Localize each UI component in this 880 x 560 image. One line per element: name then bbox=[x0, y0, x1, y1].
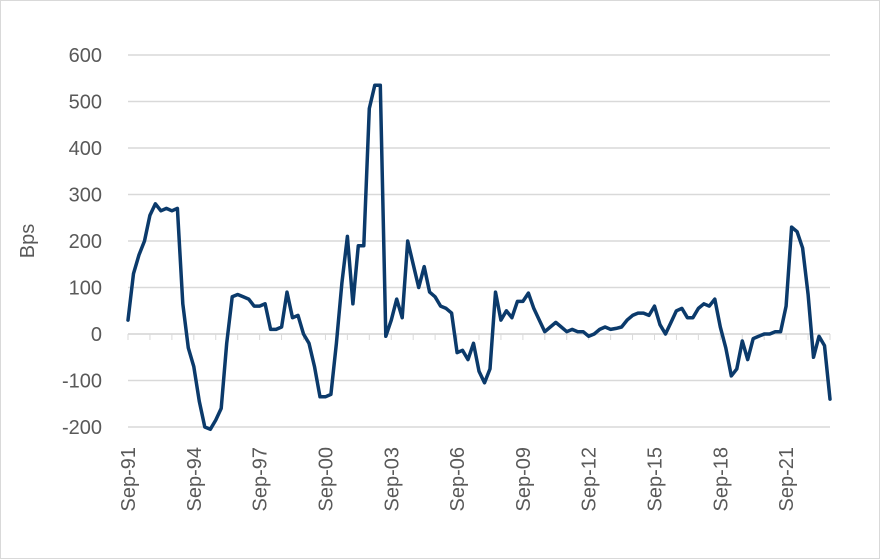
y-tick-label: 0 bbox=[91, 324, 102, 346]
y-tick-label: -100 bbox=[62, 371, 102, 393]
x-tick-label: Sep-00 bbox=[315, 447, 337, 512]
x-tick-label: Sep-15 bbox=[645, 447, 667, 512]
x-tick-label: Sep-91 bbox=[118, 447, 140, 512]
y-tick-label: 600 bbox=[69, 45, 102, 67]
x-tick-label: Sep-06 bbox=[447, 447, 469, 512]
y-tick-label: 300 bbox=[69, 185, 102, 207]
x-tick-label: Sep-94 bbox=[184, 447, 206, 512]
y-tick-label: 100 bbox=[69, 278, 102, 300]
series-line-0 bbox=[126, 83, 832, 432]
x-tick-label: Sep-09 bbox=[513, 447, 535, 512]
y-tick-label: 400 bbox=[69, 138, 102, 160]
series-group bbox=[126, 83, 832, 432]
x-axis-ticks: Sep-91 Sep-94 Sep-97 Sep-00 Sep-03 Sep-06 Sep-… bbox=[118, 447, 798, 512]
y-tick-label: -200 bbox=[62, 417, 102, 439]
x-tick-label: Sep-03 bbox=[381, 447, 403, 512]
y-axis-ticks: -200 -100 0 100 200 300 400 500 600 bbox=[62, 45, 102, 439]
y-tick-label: 500 bbox=[69, 92, 102, 114]
y-axis-title: Bps bbox=[17, 224, 39, 258]
x-tick-label: Sep-21 bbox=[776, 447, 798, 512]
y-tick-label: 200 bbox=[69, 231, 102, 253]
x-tick-label: Sep-97 bbox=[250, 447, 272, 512]
x-tick-label: Sep-18 bbox=[710, 447, 732, 512]
x-axis bbox=[127, 333, 831, 340]
x-tick-label: Sep-12 bbox=[579, 447, 601, 512]
